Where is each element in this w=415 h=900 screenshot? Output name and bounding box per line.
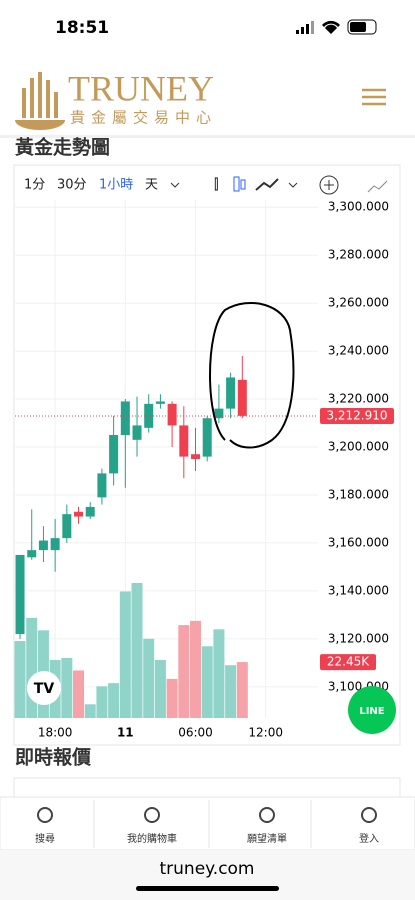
candle-body	[38, 540, 48, 551]
y-tick-label: 3,220.000	[328, 392, 389, 406]
interval-button[interactable]: 1分	[24, 178, 45, 193]
volume-bar	[190, 620, 202, 718]
nav-icon[interactable]	[144, 807, 160, 823]
volume-bar	[119, 591, 131, 718]
volume-tag	[320, 654, 376, 671]
y-tick-label: 3,120.000	[328, 631, 389, 645]
y-tick-label: 3,180.000	[328, 487, 389, 501]
y-tick-label: 3,140.000	[328, 583, 389, 597]
volume-bar	[213, 629, 225, 718]
divider	[0, 135, 415, 138]
nav-label[interactable]: 搜尋	[35, 832, 55, 845]
url-bar	[0, 850, 415, 900]
status-icons	[296, 19, 377, 35]
section-title: 即時報價	[15, 746, 92, 769]
candle-body	[191, 454, 201, 459]
dropdown	[170, 182, 180, 188]
candle-body	[237, 379, 247, 416]
chart-frame	[13, 164, 401, 746]
candle-body	[27, 550, 37, 558]
nav-icon[interactable]	[37, 807, 53, 823]
interval-button[interactable]: 30分	[57, 178, 87, 193]
candle-body	[214, 408, 224, 419]
y-tick-label: 3,280.000	[328, 248, 389, 262]
volume-label: 22.45K	[327, 655, 370, 669]
svg-text:TV: TV	[34, 681, 55, 697]
svg-text:LINE: LINE	[359, 706, 384, 717]
interval-button[interactable]: 天	[145, 178, 158, 193]
candle-body	[62, 514, 72, 539]
volume-bar	[73, 670, 85, 718]
current-price-label: 3,212.910	[326, 409, 387, 423]
line-button[interactable]: LINE	[348, 686, 396, 734]
current-price-tag	[320, 408, 394, 425]
candle-body	[15, 554, 25, 635]
volume-bar	[61, 657, 73, 718]
clock: 18:51	[55, 18, 109, 38]
candle-body	[226, 377, 236, 409]
candle-body	[167, 403, 177, 426]
volume-bar	[166, 678, 178, 718]
add-indicator[interactable]	[319, 175, 339, 195]
home-indicator	[136, 886, 279, 891]
brand-subtitle: 貴金屬交易中心	[70, 109, 217, 127]
hand-drawn-circle	[209, 301, 295, 449]
nav-icon[interactable]	[259, 807, 275, 823]
dropdown	[288, 182, 298, 188]
candle-body	[179, 425, 189, 457]
volume-bar	[26, 617, 38, 718]
toolbar: ⫿ 1分 30分 1小時天	[24, 175, 388, 195]
x-tick-label: 12:00	[248, 726, 283, 740]
volume-bar	[108, 683, 120, 718]
plot: 3,100.0003,120.0003,140.0003,160.0003,18…	[14, 200, 394, 740]
x-tick-label: 11	[117, 726, 134, 740]
volume-bar	[96, 686, 108, 718]
candle-body	[132, 425, 142, 440]
bar-icon[interactable]: ⫿	[214, 177, 218, 193]
nav-icon[interactable]	[361, 807, 377, 823]
section-title: 黃金走勢圖	[15, 136, 110, 159]
candle-body	[120, 401, 130, 436]
volume-bar	[178, 625, 190, 718]
volume-bar	[84, 704, 96, 718]
candle-body	[97, 473, 107, 498]
y-tick-label: 3,300.000	[328, 200, 389, 214]
candle-icon[interactable]	[233, 176, 240, 192]
volume-bar	[154, 659, 166, 718]
candle-body	[50, 538, 60, 551]
logo	[15, 72, 65, 130]
tv-logo: TV	[27, 671, 61, 705]
nav-label[interactable]: 願望清單	[247, 832, 287, 845]
y-tick-label: 3,260.000	[328, 296, 389, 310]
menu-button[interactable]	[362, 88, 386, 106]
candle-body	[144, 403, 154, 428]
volume-bar	[225, 665, 237, 718]
nav-label[interactable]: 登入	[359, 832, 379, 845]
area-icon[interactable]	[255, 178, 279, 191]
volume-bar	[143, 638, 155, 718]
y-tick-label: 3,240.000	[328, 344, 389, 358]
volume-bar	[14, 641, 26, 718]
candle-body	[109, 435, 119, 474]
candle-body	[155, 401, 165, 404]
bottom-nav	[0, 796, 415, 851]
volume-bar	[236, 662, 248, 718]
candle-body	[74, 511, 84, 517]
volume-bar	[131, 583, 143, 718]
x-tick-label: 18:00	[38, 726, 73, 740]
brand[interactable]: TRUNEY	[68, 68, 214, 108]
candle-icon[interactable]	[240, 179, 246, 190]
nav-label[interactable]: 我的購物車	[127, 832, 177, 845]
candle-body	[85, 506, 95, 517]
y-tick-label: 3,160.000	[328, 535, 389, 549]
y-tick-label: 3,200.000	[328, 440, 389, 454]
volume-bar	[201, 646, 213, 718]
interval-button[interactable]: 1小時	[99, 178, 133, 193]
x-tick-label: 06:00	[178, 726, 213, 740]
url: truney.com	[159, 859, 254, 879]
candle-body	[202, 418, 212, 457]
